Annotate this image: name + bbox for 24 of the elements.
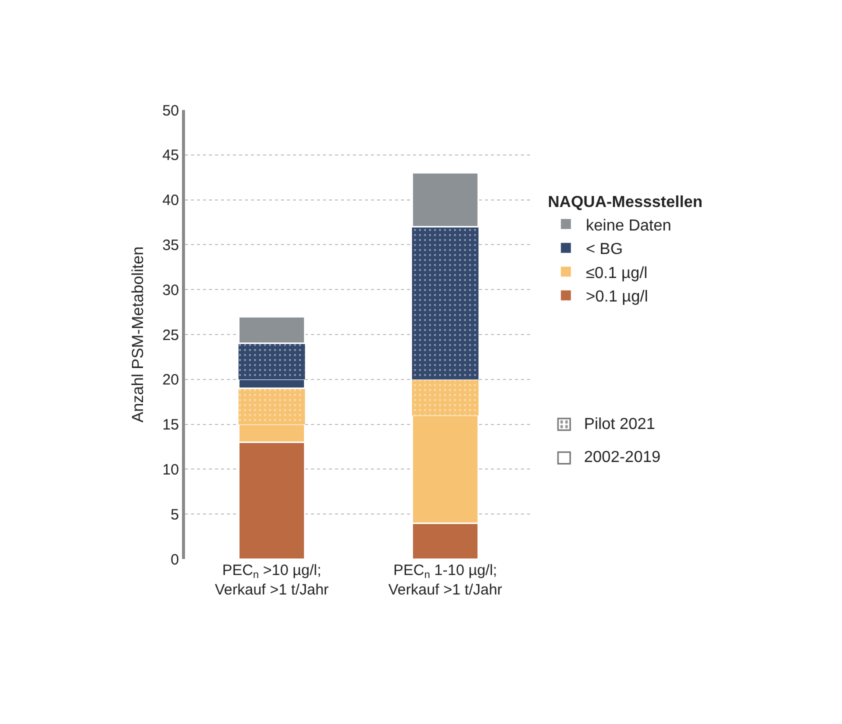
text: 2002-2019	[584, 449, 661, 466]
legend-label: ≤0.1 µg/l	[586, 264, 648, 282]
y-tick-label: 20	[162, 372, 179, 389]
y-tick-label: 15	[162, 416, 179, 434]
bar	[412, 226, 478, 380]
text: Pilot 2021	[584, 416, 656, 433]
x-tick-label: PEC$_{n}$ 1-10 µg/l; Verkauf >1 t/Jahr	[388, 562, 502, 598]
y-tick-label: 5	[170, 506, 179, 524]
legend-label: < BG	[586, 241, 623, 258]
bar	[238, 316, 306, 344]
bar	[412, 172, 479, 228]
y-tick-label: 35	[162, 236, 179, 254]
y-axis-title: Anzahl PSM-Metaboliten	[130, 246, 148, 423]
legend-title: NAQUA-Messstellen	[548, 194, 703, 212]
legend-label: >0.1 µg/l	[586, 288, 648, 306]
y-tick-label: 30	[162, 282, 179, 299]
y-tick-label: 10	[162, 461, 179, 478]
y-tick-label: 40	[162, 192, 179, 210]
y-tick-label: 0	[170, 551, 179, 568]
y-tick-label: 25	[162, 326, 179, 344]
x-tick-label: PEC$_{n}$ >10 µg/l; Verkauf >1 t/Jahr	[214, 562, 329, 598]
y-tick-label: 50	[162, 102, 179, 120]
legend-label: keine Daten	[586, 217, 672, 234]
y-tick-label: 45	[162, 147, 179, 164]
